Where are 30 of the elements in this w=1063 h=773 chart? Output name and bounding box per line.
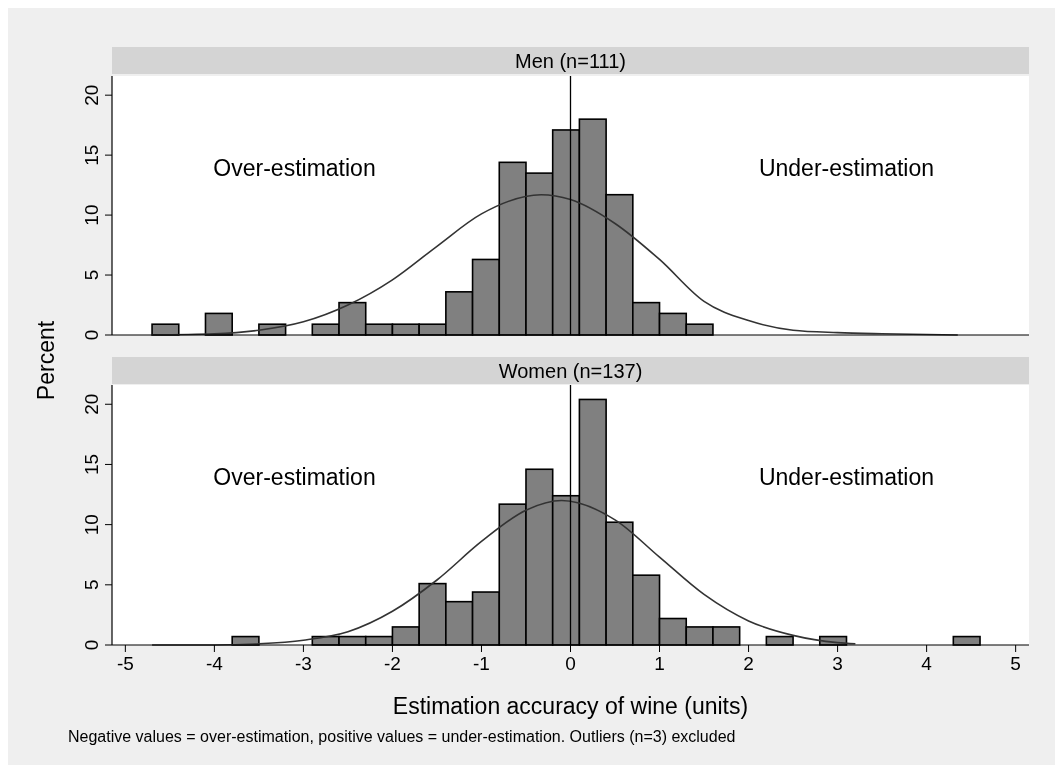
text: Negative values = over-estimation, positive values = under-estimation. Outliers (n=3) excluded (68, 728, 736, 745)
y-tick-label: 0 (81, 639, 102, 651)
x-tick-label: 0 (565, 653, 576, 674)
x-tick-label: 2 (743, 653, 754, 674)
chart-title: Women (n=137) (498, 359, 643, 382)
y-tick-label: 20 (81, 393, 102, 415)
y-tick-label: 15 (81, 144, 102, 166)
annotation: Under-estimation (758, 463, 935, 490)
x-tick-label: -1 (473, 653, 490, 674)
y-axis-title: Percent (33, 320, 59, 401)
y-tick-label: 15 (81, 453, 102, 476)
x-tick-label: -5 (116, 653, 134, 674)
y-tick-label: 10 (81, 514, 102, 536)
x-tick-label: 4 (921, 653, 933, 674)
x-tick-label: 5 (1010, 653, 1021, 674)
y-tick-label: 20 (81, 84, 102, 106)
annotation: Over-estimation (213, 463, 376, 490)
x-axis-title: Estimation accuracy of wine (units) (392, 693, 749, 719)
x-tick-label: -3 (294, 653, 312, 674)
annotation: Over-estimation (213, 154, 376, 181)
x-tick-label: -2 (383, 653, 401, 674)
chart-title: Men (n=111) (515, 49, 626, 72)
annotation: Under-estimation (758, 154, 935, 181)
x-tick-label: 1 (654, 653, 665, 674)
y-tick-label: 5 (81, 269, 102, 281)
y-tick-label: 0 (81, 329, 102, 341)
y-tick-label: 5 (81, 579, 102, 591)
x-tick-label: -4 (205, 653, 224, 674)
y-tick-label: 10 (81, 204, 102, 226)
x-tick-label: 3 (832, 653, 843, 674)
